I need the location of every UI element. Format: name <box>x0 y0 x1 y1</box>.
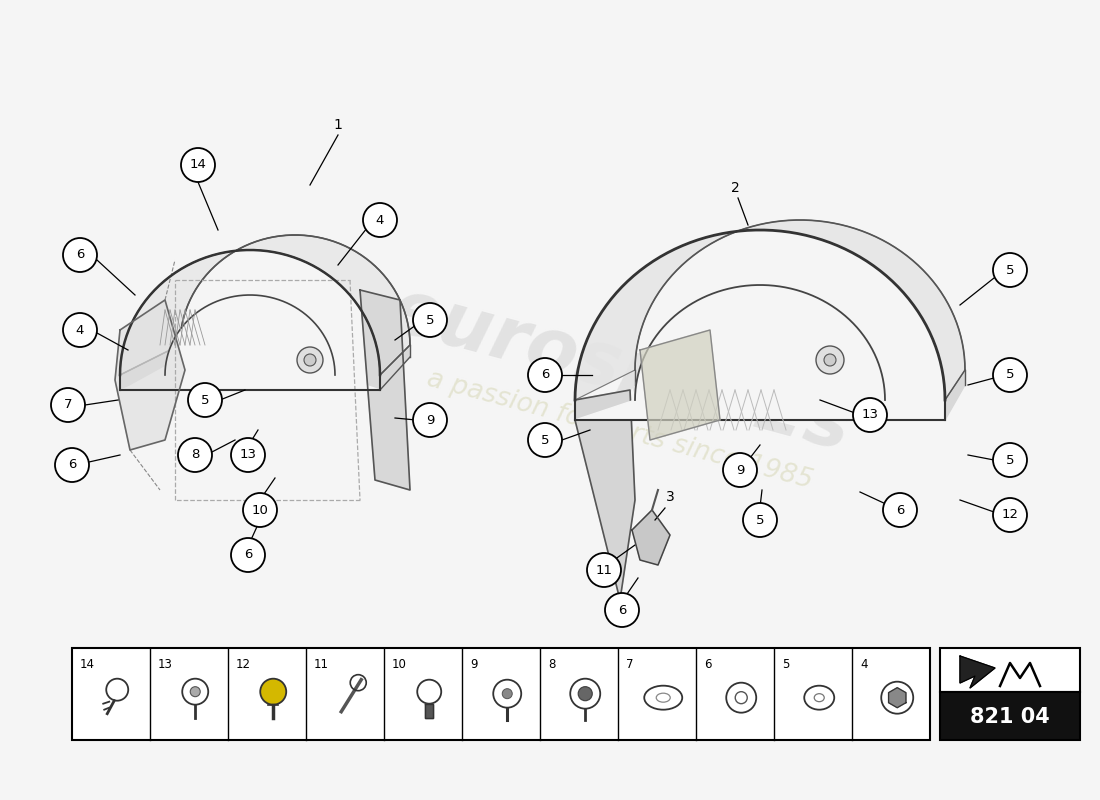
Circle shape <box>579 686 592 701</box>
Text: 11: 11 <box>314 658 329 671</box>
Circle shape <box>993 443 1027 477</box>
Text: 5: 5 <box>1005 369 1014 382</box>
Circle shape <box>605 593 639 627</box>
Polygon shape <box>575 220 965 400</box>
Circle shape <box>190 686 200 697</box>
Text: 9: 9 <box>736 463 745 477</box>
Polygon shape <box>360 290 410 490</box>
Circle shape <box>182 148 214 182</box>
Circle shape <box>231 538 265 572</box>
Text: 14: 14 <box>189 158 207 171</box>
Text: 13: 13 <box>240 449 256 462</box>
Bar <box>940 692 1080 740</box>
Circle shape <box>261 678 286 705</box>
Polygon shape <box>945 370 965 420</box>
Text: 6: 6 <box>68 458 76 471</box>
Circle shape <box>243 493 277 527</box>
Circle shape <box>51 388 85 422</box>
Circle shape <box>824 354 836 366</box>
Circle shape <box>528 423 562 457</box>
Circle shape <box>723 453 757 487</box>
Text: 5: 5 <box>426 314 434 326</box>
Polygon shape <box>379 345 410 390</box>
Text: 2: 2 <box>730 181 739 195</box>
Text: 821 04: 821 04 <box>970 707 1049 727</box>
Polygon shape <box>889 688 906 708</box>
Circle shape <box>297 347 323 373</box>
Text: 6: 6 <box>618 603 626 617</box>
Polygon shape <box>120 235 410 375</box>
Text: 6: 6 <box>704 658 712 671</box>
Text: 5: 5 <box>756 514 764 526</box>
Circle shape <box>55 448 89 482</box>
Text: 4: 4 <box>76 323 85 337</box>
Text: 12: 12 <box>1001 509 1019 522</box>
Text: a passion for parts since 1985: a passion for parts since 1985 <box>425 366 816 494</box>
Text: 10: 10 <box>252 503 268 517</box>
Circle shape <box>742 503 777 537</box>
Circle shape <box>304 354 316 366</box>
Bar <box>72 648 930 740</box>
Circle shape <box>178 438 212 472</box>
Circle shape <box>231 438 265 472</box>
Text: 6: 6 <box>541 369 549 382</box>
Circle shape <box>63 313 97 347</box>
Circle shape <box>528 358 562 392</box>
Circle shape <box>852 398 887 432</box>
Circle shape <box>993 253 1027 287</box>
Circle shape <box>503 689 513 698</box>
Text: 5: 5 <box>782 658 790 671</box>
Text: 12: 12 <box>236 658 251 671</box>
Text: eurosparEs: eurosparEs <box>382 274 859 466</box>
Circle shape <box>883 493 917 527</box>
Text: 9: 9 <box>470 658 477 671</box>
Polygon shape <box>640 330 720 440</box>
Polygon shape <box>426 704 433 718</box>
Text: 13: 13 <box>861 409 879 422</box>
Text: 8: 8 <box>548 658 556 671</box>
Text: 10: 10 <box>392 658 407 671</box>
Polygon shape <box>120 345 180 390</box>
Text: 6: 6 <box>895 503 904 517</box>
Polygon shape <box>575 390 635 600</box>
Text: 1: 1 <box>333 118 342 132</box>
Text: 4: 4 <box>376 214 384 226</box>
Text: 13: 13 <box>158 658 173 671</box>
Circle shape <box>816 346 844 374</box>
Polygon shape <box>960 656 996 688</box>
Text: 9: 9 <box>426 414 434 426</box>
Text: 4: 4 <box>860 658 868 671</box>
Text: 11: 11 <box>595 563 613 577</box>
Polygon shape <box>120 295 380 390</box>
Polygon shape <box>575 285 945 420</box>
Text: 5: 5 <box>1005 454 1014 466</box>
Text: 5: 5 <box>1005 263 1014 277</box>
Text: 8: 8 <box>190 449 199 462</box>
Circle shape <box>412 403 447 437</box>
Circle shape <box>63 238 97 272</box>
Polygon shape <box>632 510 670 565</box>
Circle shape <box>188 383 222 417</box>
Text: 7: 7 <box>626 658 634 671</box>
Circle shape <box>587 553 621 587</box>
Text: 5: 5 <box>541 434 549 446</box>
Polygon shape <box>116 300 185 450</box>
Text: 6: 6 <box>76 249 85 262</box>
Circle shape <box>363 203 397 237</box>
Text: 7: 7 <box>64 398 73 411</box>
Text: 6: 6 <box>244 549 252 562</box>
Circle shape <box>993 358 1027 392</box>
Bar <box>940 648 1080 692</box>
Text: 3: 3 <box>666 490 674 504</box>
Circle shape <box>412 303 447 337</box>
Text: 14: 14 <box>80 658 95 671</box>
Text: 5: 5 <box>200 394 209 406</box>
Circle shape <box>993 498 1027 532</box>
